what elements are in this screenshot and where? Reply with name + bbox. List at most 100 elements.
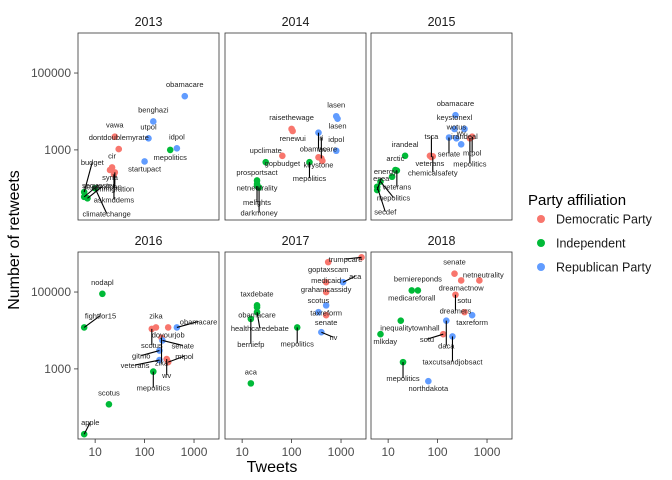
label-leader-line (321, 331, 334, 338)
legend-title: Party affiliation (528, 192, 626, 209)
data-point (461, 125, 468, 133)
point-label: nodapl (91, 278, 114, 287)
y-tick-label: 100000 (31, 66, 71, 80)
point-label: dontdoublemyrate (89, 133, 149, 142)
data-point (141, 158, 148, 165)
data-point (332, 147, 340, 155)
point-label: secdef (374, 208, 397, 217)
point-label: obamacare (437, 99, 475, 108)
point-label: dreamactnow (439, 283, 485, 292)
data-point (451, 125, 458, 133)
point-label: renewui (280, 134, 307, 143)
point-label: utpol (140, 122, 157, 131)
points (247, 254, 365, 387)
point-label: sotu (457, 296, 471, 305)
point-label: taxdebate (241, 289, 274, 298)
facet-panel-2013: 2013 obamacare benghazi vawa utpol idpol dontd… (77, 15, 220, 221)
label-leader-line (83, 314, 101, 328)
x-tick-label: 10 (88, 445, 102, 459)
point-label: zika (149, 311, 163, 320)
point-label: taxcutsandjobsact (422, 357, 483, 366)
data-point (289, 127, 296, 135)
point-label: taxreform (456, 318, 488, 327)
point-label: healthcaredebate (231, 324, 289, 333)
data-point (262, 158, 270, 166)
point-labels: nodapl fightfor15 zika doyourjob scotus obama… (81, 278, 218, 435)
point-label: prosportsact (236, 168, 278, 177)
point-label: berniefp (237, 340, 264, 349)
label-leader-line (83, 184, 99, 198)
data-point (452, 111, 459, 119)
facet-panel-2016: 2016 nodapl fightfor15 zika doyourjob scotus o… (77, 234, 220, 440)
data-point (457, 277, 465, 284)
point-label: mepolitics (377, 194, 411, 203)
x-tick-label: 1000 (181, 445, 208, 459)
point-label: lasen (329, 122, 347, 131)
x-tick-label: 1000 (328, 445, 355, 459)
legend-key (537, 215, 545, 223)
point-label: sequester (82, 181, 115, 190)
point-labels: lasen lasen raisethewage renewui obamacare go… (236, 100, 346, 217)
point-label: scotus (308, 296, 330, 305)
x-tick-label: 10 (381, 445, 395, 459)
point-label: mepolitics (137, 384, 171, 393)
data-point (319, 157, 326, 165)
label-leader-line (167, 355, 185, 363)
point-label: veterans (416, 159, 445, 168)
panel-frame (370, 251, 513, 440)
point-label: startupact (128, 164, 162, 173)
point-label: mepolitics (453, 159, 487, 168)
panel-frame (370, 32, 513, 221)
point-label: wv (161, 371, 171, 380)
point-label: mepolitics (386, 374, 420, 383)
point-label: ri (319, 133, 323, 142)
point-label: keystonexl (437, 113, 473, 122)
legend-key (537, 239, 545, 247)
x-tick-label: 100 (282, 445, 302, 459)
data-point (461, 308, 468, 316)
data-point (476, 277, 483, 284)
data-point (334, 115, 341, 122)
y-axis: 1000 100000 1000 100000 (31, 66, 78, 376)
point-label: melights (243, 198, 271, 207)
point-label: mlkday (373, 337, 397, 346)
point-label: dreamers (440, 307, 472, 316)
label-leader-line (176, 320, 199, 328)
data-point (111, 133, 119, 141)
y-axis-title: Number of retweets (6, 170, 23, 310)
data-point (322, 278, 330, 286)
point-label: tsca (425, 132, 440, 141)
point-labels: obamacarekeystonexlirandealwotussenateme… (373, 99, 487, 217)
data-point (166, 146, 174, 154)
data-point (414, 287, 422, 294)
point-label: daca (438, 342, 455, 351)
label-leader-line (426, 333, 444, 340)
point-label: askmddems (94, 195, 135, 204)
point-label: senate (172, 341, 195, 350)
point-label: upclimate (250, 146, 282, 155)
point-label: irandeal (451, 132, 478, 141)
label-leader-line (256, 312, 261, 329)
data-point (279, 152, 286, 160)
label-leader-line (162, 339, 183, 346)
point-labels: obamacare benghazi vawa utpol idpol dontdoubl… (81, 80, 204, 218)
point-label: inequalitytownhall (380, 324, 440, 333)
point-label: wv (456, 128, 466, 137)
label-leader-line (87, 185, 103, 199)
facet-panels: 2013 obamacare benghazi vawa utpol idpol dontd… (77, 15, 513, 440)
point-label: wv (317, 145, 327, 154)
point-label: mtpol (175, 352, 194, 361)
point-label: obamacare (300, 145, 338, 154)
point-label: mepolitics (154, 153, 188, 162)
panel-frame (77, 251, 220, 440)
label-leader-line (83, 421, 91, 435)
x-tick-label: 100 (428, 445, 448, 459)
data-point (173, 145, 181, 152)
point-label: obamacare (180, 317, 218, 326)
data-point (425, 377, 432, 385)
data-point (468, 311, 476, 319)
point-label: immigration (95, 184, 134, 193)
x-tick-label: 100 (135, 445, 155, 459)
